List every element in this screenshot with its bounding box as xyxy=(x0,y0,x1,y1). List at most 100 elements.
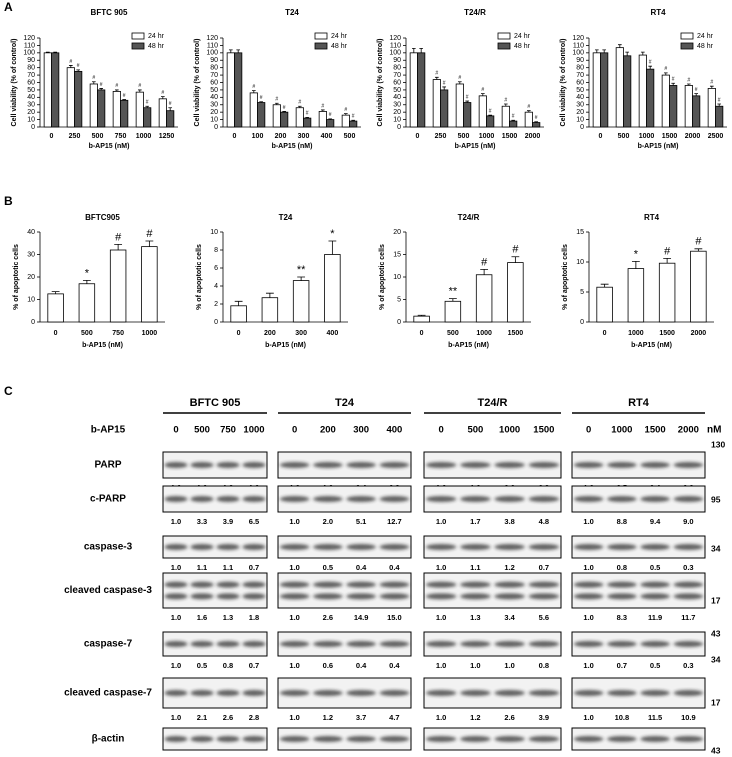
quant-value: 0.4 xyxy=(389,563,400,572)
bar xyxy=(623,55,632,128)
dose-label: 0 xyxy=(173,425,178,436)
error-bar xyxy=(99,88,104,90)
error-bar xyxy=(488,114,493,116)
error-bar xyxy=(417,314,426,317)
band xyxy=(528,690,560,696)
bar xyxy=(135,91,144,128)
quant-value: 15.0 xyxy=(387,613,402,622)
significance-marker: # xyxy=(527,104,530,110)
quant-value: 3.8 xyxy=(504,517,514,526)
error-bar xyxy=(82,279,91,284)
y-axis-label: Cell viability (% of control) xyxy=(194,39,201,127)
x-axis-label: b-AP15 (nM) xyxy=(82,342,123,349)
quant-value: 10.9 xyxy=(681,713,696,722)
y-tick-label: 100 xyxy=(23,50,35,57)
band xyxy=(425,736,457,742)
bar xyxy=(524,111,533,128)
band xyxy=(494,641,525,647)
bar xyxy=(600,52,609,128)
error-bar xyxy=(297,105,302,108)
error-bar xyxy=(534,121,539,123)
significance-marker: # xyxy=(481,256,488,268)
y-tick-label: 10 xyxy=(27,296,35,303)
chart-title: T24/R xyxy=(458,213,480,222)
x-axis-label: b-AP15 (nM) xyxy=(448,342,489,349)
significance-marker: # xyxy=(672,77,675,83)
significance-marker: # xyxy=(504,97,507,103)
quant-value: 0.5 xyxy=(323,563,333,572)
y-tick-label: 120 xyxy=(572,35,584,42)
x-tick-label: 0 xyxy=(599,133,603,140)
size-marker: 34 xyxy=(711,543,721,553)
error-bar xyxy=(465,100,470,103)
y-tick-label: 30 xyxy=(393,102,401,109)
bar xyxy=(66,67,75,128)
band xyxy=(573,462,604,468)
quant-value: 1.0 xyxy=(436,563,446,572)
x-tick-label: 250 xyxy=(69,133,81,140)
bar xyxy=(501,105,510,128)
band xyxy=(216,593,240,600)
band xyxy=(190,690,214,696)
significance-marker: # xyxy=(435,71,438,77)
band xyxy=(460,641,491,647)
y-tick-label: 70 xyxy=(210,72,218,79)
error-bar xyxy=(625,51,630,56)
band xyxy=(216,690,240,696)
band xyxy=(190,496,214,502)
band xyxy=(313,641,343,647)
bar xyxy=(341,114,350,128)
band xyxy=(425,641,457,647)
legend-swatch xyxy=(314,32,328,40)
band xyxy=(640,641,670,647)
x-tick-label: 1250 xyxy=(159,133,175,140)
significance-marker: # xyxy=(512,114,515,120)
significance-marker: # xyxy=(535,115,538,121)
y-tick-label: 0 xyxy=(580,319,584,326)
quant-value: 0.4 xyxy=(389,661,400,670)
bar xyxy=(715,105,724,128)
quant-value: 11.9 xyxy=(648,613,662,622)
error-bar xyxy=(709,85,714,89)
x-tick-label: 1000 xyxy=(628,330,644,337)
significance-marker: # xyxy=(275,97,278,103)
y-tick-label: 10 xyxy=(576,259,584,266)
y-tick-label: 10 xyxy=(393,116,401,123)
error-bar xyxy=(602,49,607,53)
band xyxy=(573,544,604,550)
y-tick-label: 50 xyxy=(210,87,218,94)
row-label: cleaved caspase-3 xyxy=(64,585,152,596)
y-tick-label: 6 xyxy=(214,265,218,272)
y-tick-label: 5 xyxy=(397,296,401,303)
dose-label: 0 xyxy=(586,425,591,436)
y-tick-label: 90 xyxy=(393,57,401,64)
quant-value: 1.0 xyxy=(583,661,593,670)
band xyxy=(528,544,560,550)
bar xyxy=(463,102,472,128)
band xyxy=(379,462,410,468)
band xyxy=(673,496,704,502)
band xyxy=(573,496,604,502)
error-bar xyxy=(265,292,274,298)
bar xyxy=(707,88,716,128)
quant-value: 9.0 xyxy=(683,517,693,526)
band xyxy=(164,593,188,600)
x-tick-label: 500 xyxy=(344,133,356,140)
significance-marker: # xyxy=(481,87,484,93)
error-bar xyxy=(328,118,333,120)
band xyxy=(425,690,457,696)
bar xyxy=(292,280,310,323)
error-bar xyxy=(160,96,165,99)
quant-value: 2.6 xyxy=(323,613,333,622)
band xyxy=(242,496,266,502)
bar xyxy=(661,74,670,128)
y-tick-label: 40 xyxy=(393,94,401,101)
error-bar xyxy=(511,256,520,263)
y-tick-label: 10 xyxy=(210,116,218,123)
x-tick-label: 1000 xyxy=(136,133,152,140)
quant-value: 1.0 xyxy=(289,613,299,622)
size-marker: 17 xyxy=(711,595,721,605)
dose-label: 1000 xyxy=(611,425,632,436)
legend-label: 48 hr xyxy=(148,43,165,50)
